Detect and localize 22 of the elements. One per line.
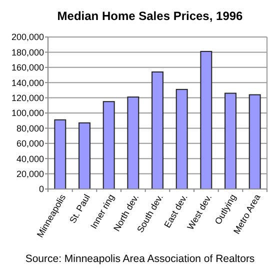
bar — [248, 94, 261, 190]
y-tick-label: 160,000 — [11, 62, 44, 73]
y-tick-label: 80,000 — [16, 123, 44, 134]
bar — [127, 96, 140, 190]
y-tick-label: 120,000 — [11, 92, 44, 103]
y-tick-label: 60,000 — [16, 138, 44, 149]
bar — [200, 50, 212, 190]
y-tick-label: 20,000 — [16, 168, 44, 179]
bar — [176, 88, 188, 190]
bar — [152, 71, 164, 190]
y-tick-label: 200,000 — [11, 32, 44, 42]
y-tick-label: 140,000 — [11, 78, 44, 88]
chart-title: Median Home Sales Prices, 1996 — [57, 9, 244, 23]
source-note: Source: Minneapolis Area Association of Realtors — [25, 253, 255, 265]
y-tick-label: 100,000 — [11, 108, 44, 118]
bar — [78, 122, 90, 190]
bar — [224, 92, 236, 190]
y-tick-label: 0 — [38, 184, 44, 194]
bar — [102, 101, 115, 190]
y-tick-label: 180,000 — [11, 47, 44, 58]
bar — [54, 119, 66, 190]
y-tick-label: 40,000 — [16, 154, 44, 164]
